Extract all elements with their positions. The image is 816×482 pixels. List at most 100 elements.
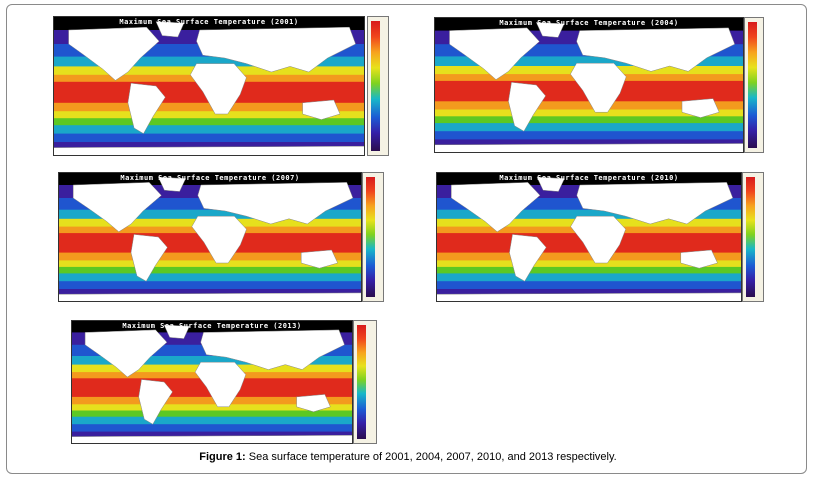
- sst-band-0: [53, 16, 365, 31]
- sst-band-8: [436, 260, 742, 268]
- sst-band-3: [434, 56, 744, 67]
- sst-band-11: [71, 424, 353, 433]
- land-africa: [194, 361, 247, 408]
- land-south-america: [508, 82, 546, 132]
- sst-band-11: [58, 281, 362, 290]
- sst-band-9: [58, 266, 362, 274]
- map-border: [71, 320, 353, 444]
- colorbar-2010: [742, 172, 764, 302]
- sst-band-8: [434, 109, 744, 117]
- land-south-america: [509, 234, 547, 282]
- sst-map-2004-image: [434, 17, 744, 153]
- sst-band-10: [71, 416, 353, 425]
- sst-band-12: [58, 289, 362, 295]
- colorbar-gradient: [357, 325, 366, 439]
- land-greenland: [535, 22, 565, 38]
- sst-band-0: [71, 320, 353, 333]
- map-title: Maximum Sea Surface Temperature (2010): [499, 174, 679, 182]
- sst-band-3: [71, 356, 353, 366]
- sst-band-10: [436, 273, 742, 282]
- sst-map-2004: Maximum Sea Surface Temperature (2004): [434, 17, 744, 153]
- sst-map-2001: Maximum Sea Surface Temperature (2001): [53, 16, 365, 156]
- sst-map-2010-image: [436, 172, 742, 302]
- sst-band-9: [436, 266, 742, 274]
- sst-band-8: [53, 111, 365, 119]
- map-title: Maximum Sea Surface Temperature (2013): [122, 322, 302, 330]
- sst-band-7: [434, 101, 744, 110]
- land-greenland: [536, 176, 565, 192]
- colorbar-gradient: [366, 177, 375, 297]
- sst-band-9: [434, 116, 744, 124]
- sst-band-7: [53, 102, 365, 112]
- land-greenland: [155, 21, 185, 38]
- figure-caption: Figure 1: Sea surface temperature of 200…: [0, 451, 816, 463]
- sst-band-7: [71, 396, 353, 405]
- land-australia: [681, 98, 720, 118]
- sst-band-12: [436, 289, 742, 295]
- caption-text: Sea surface temperature of 2001, 2004, 2…: [248, 451, 617, 463]
- land-antarctica: [436, 292, 742, 302]
- sst-map-2013-image: [71, 320, 353, 444]
- sst-band-11: [436, 281, 742, 290]
- land-greenland: [157, 176, 187, 192]
- land-south-america: [127, 82, 166, 134]
- colorbar-2013: [353, 320, 377, 444]
- caption-label: Figure 1:: [199, 451, 246, 463]
- map-border: [436, 172, 742, 302]
- land-antarctica: [58, 292, 362, 302]
- land-australia: [302, 99, 341, 120]
- map-border: [58, 172, 362, 302]
- sst-band-11: [53, 133, 365, 143]
- sst-band-10: [58, 273, 362, 282]
- sst-map-2010: Maximum Sea Surface Temperature (2010): [436, 172, 742, 302]
- land-antarctica: [434, 143, 744, 153]
- map-border: [53, 16, 365, 156]
- land-north-america: [449, 27, 540, 80]
- sst-band-0: [436, 172, 742, 186]
- sst-band-3: [436, 209, 742, 220]
- land-australia: [680, 249, 718, 269]
- land-eurasia: [576, 27, 736, 72]
- colorbar-gradient: [748, 22, 757, 148]
- land-eurasia: [196, 26, 356, 73]
- sst-band-12: [71, 431, 353, 438]
- sst-band-9: [71, 410, 353, 418]
- sst-map-2013: Maximum Sea Surface Temperature (2013): [71, 320, 353, 444]
- land-antarctica: [53, 145, 365, 156]
- sst-band-10: [434, 123, 744, 132]
- sst-band-12: [53, 142, 365, 149]
- land-north-america: [84, 329, 168, 378]
- land-australia: [300, 249, 339, 269]
- land-eurasia: [576, 182, 734, 225]
- land-africa: [190, 63, 247, 115]
- sst-band-11: [434, 131, 744, 140]
- land-north-america: [68, 26, 160, 81]
- map-title: Maximum Sea Surface Temperature (2004): [499, 19, 679, 27]
- sst-band-8: [58, 260, 362, 268]
- land-australia: [296, 394, 331, 413]
- sst-band-9: [53, 118, 365, 126]
- land-eurasia: [200, 329, 345, 370]
- land-north-america: [451, 182, 541, 233]
- sst-band-7: [436, 252, 742, 261]
- land-antarctica: [71, 435, 353, 444]
- sst-band-0: [434, 17, 744, 32]
- sst-band-10: [53, 125, 365, 135]
- sst-map-2007: Maximum Sea Surface Temperature (2007): [58, 172, 362, 302]
- map-title: Maximum Sea Surface Temperature (2001): [119, 18, 299, 26]
- colorbar-2004: [744, 17, 764, 153]
- sst-map-2007-image: [58, 172, 362, 302]
- sst-band-3: [53, 56, 365, 67]
- land-africa: [570, 215, 626, 264]
- colorbar-2001: [367, 16, 389, 156]
- land-south-america: [130, 234, 168, 282]
- land-north-america: [72, 182, 162, 233]
- colorbar-gradient: [746, 177, 755, 297]
- sst-band-7: [58, 252, 362, 261]
- sst-map-2001-image: [53, 16, 365, 156]
- land-greenland: [163, 324, 190, 339]
- sst-band-3: [58, 209, 362, 220]
- map-border: [434, 17, 744, 153]
- land-africa: [570, 62, 627, 113]
- land-africa: [191, 215, 247, 264]
